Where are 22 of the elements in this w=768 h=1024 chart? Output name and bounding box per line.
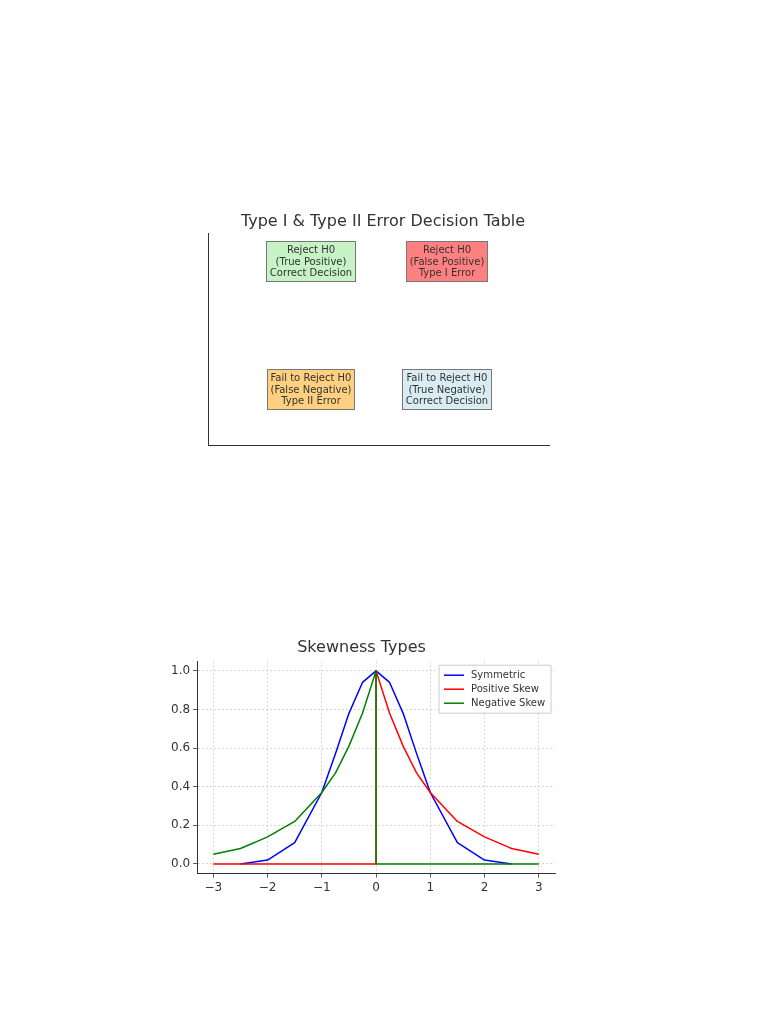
y-tick-label: 0.2 [170, 817, 191, 832]
x-tick-label: 2 [480, 879, 489, 894]
legend-label: Symmetric [471, 668, 526, 680]
category-label: Reject H0 (False Positive) Type I Error [405, 241, 489, 282]
category-label: Reject H0 (True Positive) Correct Decision [265, 241, 357, 282]
x-tick-label: 1 [426, 879, 435, 894]
legend-label: Positive Skew [471, 682, 539, 694]
x-tick-label: −3 [204, 879, 223, 894]
x-tick-label: −1 [312, 879, 331, 894]
category-label: Fail to Reject H0 (False Negative) Type II Error [266, 369, 356, 410]
category-label: Fail to Reject H0 (True Negative) Correct Decision [401, 369, 493, 410]
y-tick-label: 0.6 [170, 740, 191, 755]
y-tick-label: 0.8 [170, 701, 191, 716]
x-tick-label: 0 [372, 879, 380, 894]
x-tick-label: 3 [534, 879, 543, 894]
text: Type I & Type II Error Decision Table [239, 211, 527, 230]
y-tick-label: 0.0 [170, 856, 191, 871]
y-tick-label: 1.0 [170, 662, 191, 677]
legend-label: Negative Skew [471, 696, 546, 708]
chart-title: Skewness Types [297, 636, 426, 656]
x-tick-label: −2 [258, 879, 277, 894]
y-tick-label: 0.4 [170, 778, 191, 793]
